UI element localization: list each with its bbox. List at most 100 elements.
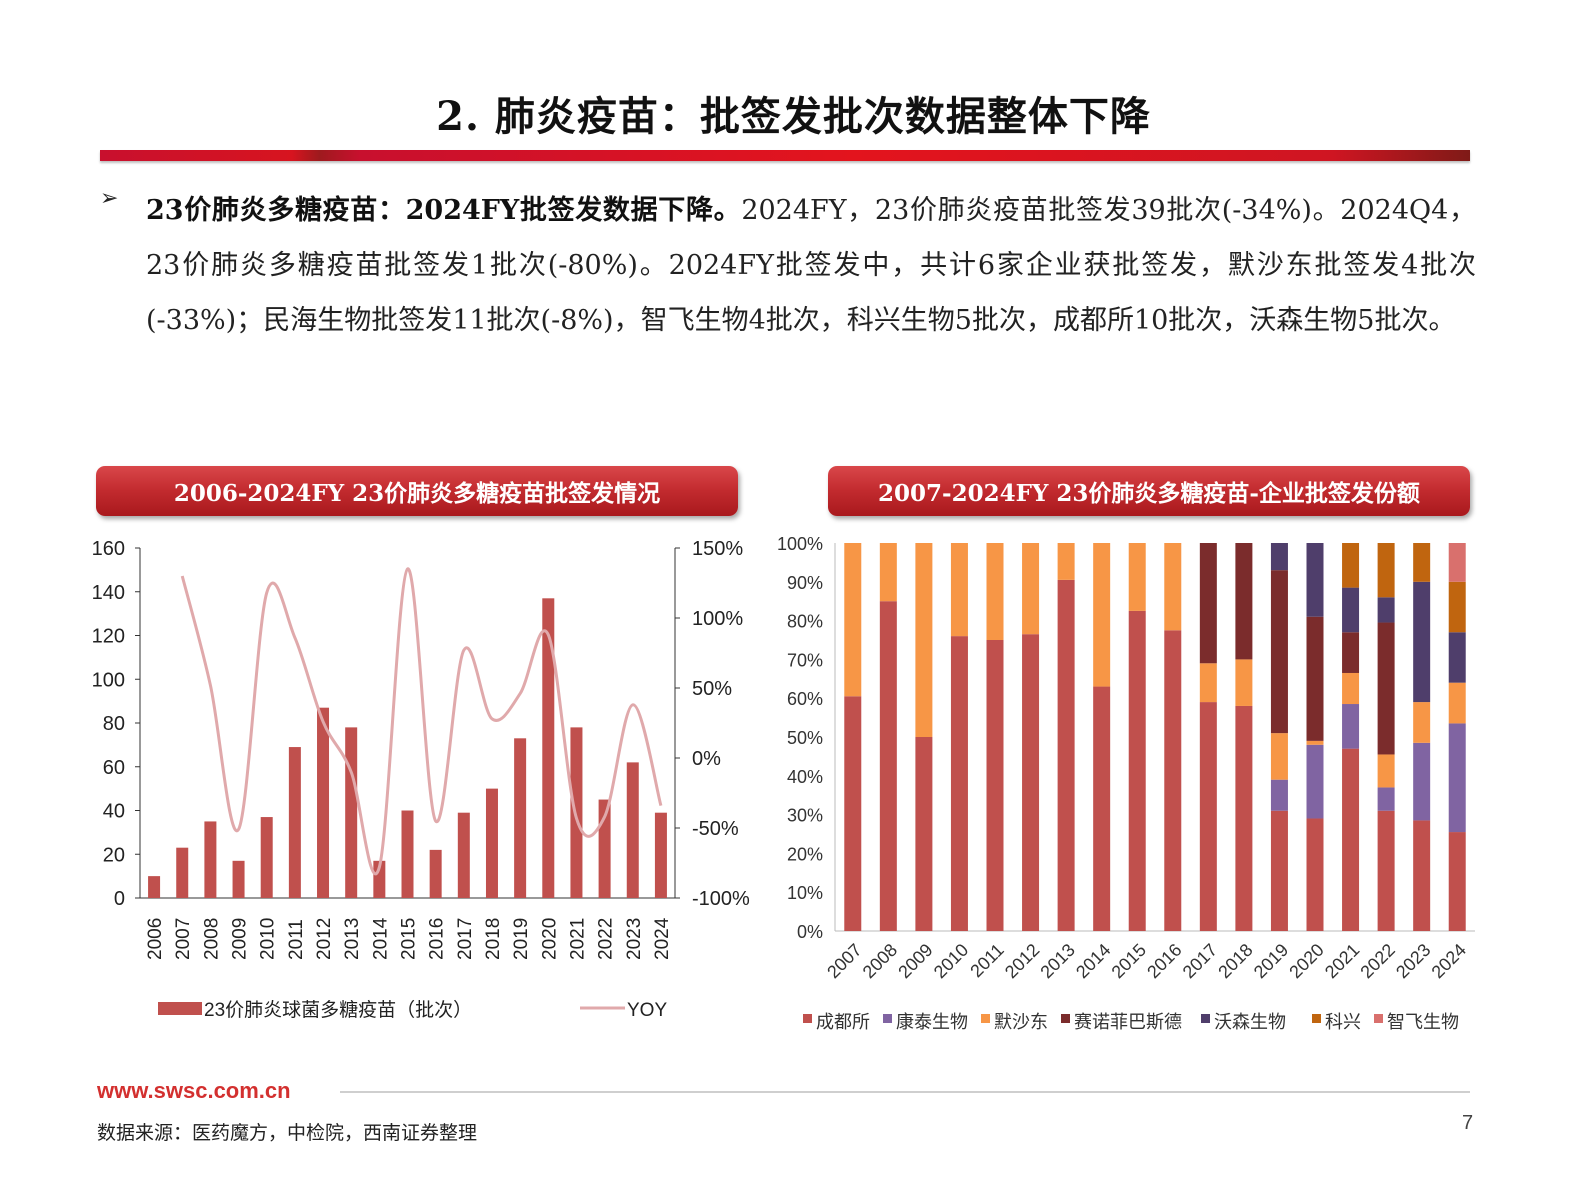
legend-bar-label: 23价肺炎球菌多糖疫苗（批次）	[204, 999, 472, 1021]
bar-segment-2012-默沙东	[1022, 543, 1040, 635]
right-y-tick-label: 0%	[692, 748, 721, 770]
x-tick-label: 2006	[145, 918, 166, 960]
bar-segment-2019-默沙东	[1270, 733, 1288, 780]
chart2-title-banner: 2007-2024FY 23价肺炎多糖疫苗-企业批签发份额	[828, 466, 1470, 516]
legend-label: 沃森生物	[1214, 1012, 1286, 1032]
x-tick-label: 2007	[173, 918, 194, 960]
y-tick-label: 10%	[787, 883, 823, 903]
x-tick-label: 2024	[652, 917, 673, 960]
left-y-tick-label: 140	[92, 582, 125, 604]
left-y-tick-label: 60	[103, 757, 125, 779]
legend-swatch-成都所	[803, 1014, 812, 1023]
bar-2016	[429, 849, 442, 898]
bar-segment-2021-康泰生物	[1342, 704, 1360, 749]
bar-segment-2023-沃森生物	[1413, 581, 1431, 703]
right-y-tick-label: -50%	[692, 818, 739, 840]
bar-segment-2011-成都所	[986, 640, 1004, 931]
footer-website-url[interactable]: www.swsc.com.cn	[97, 1078, 291, 1103]
title-underline-bar	[100, 150, 1470, 161]
legend-swatch-赛诺菲巴斯德	[1061, 1014, 1070, 1023]
footer-divider	[340, 1091, 1470, 1093]
x-tick-label: 2009	[894, 940, 936, 982]
company-share-chart: 0%10%20%30%40%50%60%70%80%90%100%2007200…	[777, 534, 1475, 1032]
x-tick-label: 2012	[1001, 940, 1043, 982]
x-tick-label: 2008	[859, 940, 901, 982]
bar-segment-2023-成都所	[1413, 820, 1431, 931]
x-tick-label: 2021	[567, 918, 588, 960]
legend-yoy-label: YOY	[627, 1000, 667, 1021]
bar-segment-2018-默沙东	[1235, 659, 1253, 706]
bar-segment-2017-默沙东	[1199, 663, 1217, 703]
bar-segment-2020-默沙东	[1306, 740, 1324, 745]
bar-segment-2022-科兴	[1377, 543, 1395, 598]
data-source-note: 数据来源：医药魔方，中检院，西南证券整理	[97, 1122, 478, 1144]
bar-segment-2020-赛诺菲巴斯德	[1306, 616, 1324, 741]
x-tick-label: 2009	[230, 918, 251, 960]
page-title: 2. 肺炎疫苗：批签发批次数据整体下降	[436, 93, 1151, 140]
bar-segment-2014-默沙东	[1093, 543, 1111, 687]
x-tick-label: 2016	[1143, 940, 1185, 982]
bar-segment-2007-默沙东	[844, 543, 862, 697]
batch-release-chart: 0 20 40 60 80 100 120 140 160 -100% -50% 0% 50% 100% 1…	[92, 538, 750, 1021]
x-tick-label: 2023	[1392, 940, 1434, 982]
bar-segment-2021-科兴	[1342, 543, 1360, 588]
legend-swatch-康泰生物	[883, 1014, 892, 1023]
x-tick-label: 2015	[399, 918, 420, 960]
bullet-arrow-icon: ➢	[100, 186, 119, 211]
x-tick-label: 2012	[314, 918, 335, 960]
x-tick-label: 2018	[1214, 940, 1256, 982]
bar-segment-2021-沃森生物	[1342, 587, 1360, 633]
bar-segment-2015-成都所	[1128, 610, 1146, 931]
bar-segment-2021-赛诺菲巴斯德	[1342, 632, 1360, 673]
bar-2018	[485, 788, 498, 898]
bar-segment-2020-成都所	[1306, 818, 1324, 931]
legend-swatch-科兴	[1312, 1014, 1321, 1023]
bar-2014	[373, 860, 386, 898]
left-y-tick-label: 40	[103, 801, 125, 823]
x-tick-label: 2024	[1428, 940, 1470, 982]
bar-segment-2008-默沙东	[879, 543, 897, 602]
x-tick-label: 2020	[1285, 940, 1327, 982]
right-y-tick-label: 100%	[692, 608, 743, 630]
legend-swatch-默沙东	[981, 1014, 990, 1023]
bar-segment-2012-成都所	[1022, 634, 1040, 931]
bar-segment-2021-默沙东	[1342, 672, 1360, 705]
legend-label: 成都所	[816, 1012, 870, 1032]
bar-2023	[626, 762, 639, 898]
bar-segment-2019-康泰生物	[1270, 779, 1288, 811]
right-y-tick-label: 150%	[692, 538, 743, 560]
bar-segment-2022-康泰生物	[1377, 787, 1395, 811]
bar-2011	[288, 747, 301, 898]
summary-paragraph: 23价肺炎多糖疫苗：2024FY批签发数据下降。2024FY，23价肺炎疫苗批签…	[146, 183, 1476, 348]
bar-segment-2010-默沙东	[950, 543, 968, 637]
bar-segment-2024-成都所	[1448, 832, 1466, 931]
x-tick-label: 2023	[624, 918, 645, 960]
bar-segment-2011-默沙东	[986, 543, 1004, 640]
bar-segment-2019-成都所	[1270, 810, 1288, 931]
y-tick-label: 100%	[777, 534, 823, 554]
left-y-tick-label: 120	[92, 626, 125, 648]
x-tick-label: 2014	[370, 917, 391, 960]
bar-segment-2016-成都所	[1164, 630, 1182, 931]
x-tick-label: 2015	[1108, 940, 1150, 982]
x-tick-label: 2010	[258, 918, 279, 960]
left-y-tick-label: 20	[103, 844, 125, 866]
legend-label: 智飞生物	[1387, 1012, 1459, 1032]
right-y-tick-label: 50%	[692, 678, 732, 700]
y-tick-label: 30%	[787, 806, 823, 826]
x-tick-label: 2017	[1179, 940, 1221, 982]
x-tick-label: 2013	[342, 918, 363, 960]
bar-2020	[542, 598, 555, 898]
legend-swatch-沃森生物	[1201, 1014, 1210, 1023]
bar-2015	[401, 810, 414, 898]
bar-segment-2007-成都所	[844, 696, 862, 931]
left-y-tick-label: 100	[92, 669, 125, 691]
legend-label: 康泰生物	[896, 1012, 968, 1032]
bar-segment-2021-成都所	[1342, 748, 1360, 931]
x-tick-label: 2018	[483, 918, 504, 960]
bar-segment-2019-沃森生物	[1270, 543, 1288, 571]
summary-text: 2024FY，23价肺炎疫苗批签发39批次(-34%)。2024Q4，23价肺炎…	[146, 195, 1476, 336]
x-tick-label: 2011	[286, 919, 307, 960]
yoy-line	[180, 567, 663, 876]
bar-segment-2023-科兴	[1413, 543, 1431, 582]
